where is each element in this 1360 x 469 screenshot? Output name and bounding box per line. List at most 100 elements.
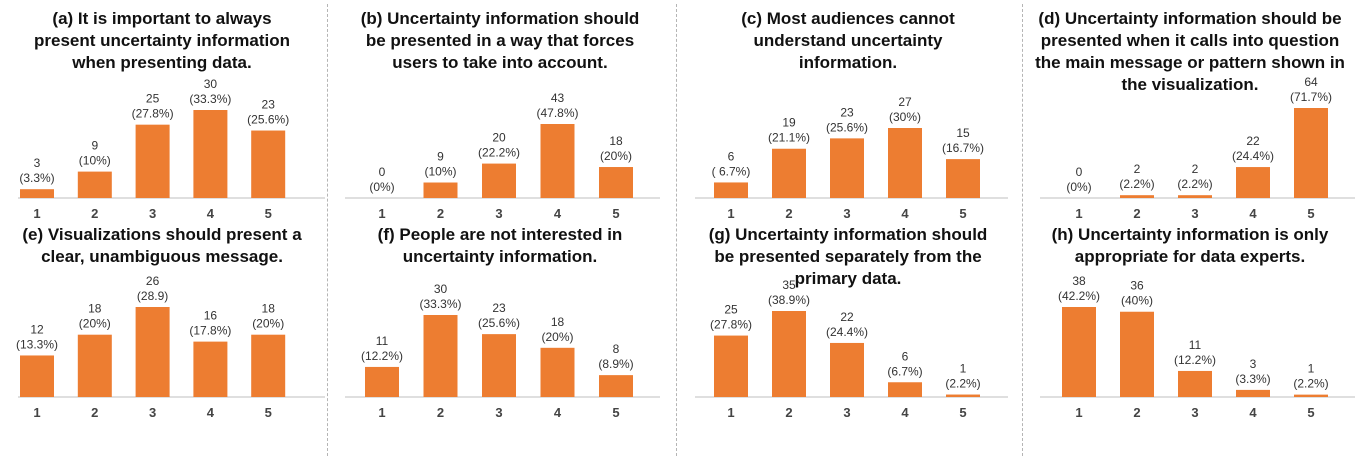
- bar-count-label: 12: [30, 322, 44, 336]
- bar-count-label: 3: [34, 156, 41, 170]
- x-tick-label: 4: [554, 405, 562, 420]
- bar-count-label: 11: [376, 334, 389, 348]
- bar-percent-label: (20%): [79, 317, 111, 331]
- bar: [1294, 108, 1328, 198]
- x-tick-label: 1: [378, 206, 385, 221]
- bar-count-label: 64: [1304, 75, 1318, 89]
- x-tick-label: 1: [727, 405, 734, 420]
- bar-percent-label: (25.6%): [247, 113, 289, 127]
- bar-percent-label: (28.9): [137, 289, 168, 303]
- bar-percent-label: (38.9%): [768, 293, 810, 307]
- bar-count-label: 3: [1250, 357, 1257, 371]
- bar: [193, 341, 228, 397]
- bar: [888, 128, 922, 198]
- bar-count-label: 23: [840, 105, 854, 119]
- chart-title-line: information.: [799, 53, 897, 72]
- chart-title-line: the main message or pattern shown in: [1035, 53, 1345, 72]
- bar-count-label: 23: [492, 301, 506, 315]
- bar-percent-label: (25.6%): [478, 316, 520, 330]
- bar-count-label: 22: [840, 310, 854, 324]
- bar: [772, 148, 806, 198]
- bar-count-label: 35: [782, 278, 796, 292]
- bar-percent-label: (3.3%): [1235, 372, 1270, 386]
- bar-percent-label: (17.8%): [189, 324, 231, 338]
- bar-percent-label: (2.2%): [1177, 177, 1212, 191]
- bar-percent-label: (47.8%): [536, 106, 578, 120]
- x-tick-label: 1: [33, 206, 40, 221]
- x-tick-label: 2: [437, 206, 444, 221]
- bar-percent-label: (2.2%): [1293, 377, 1328, 391]
- bar-count-label: 0: [379, 165, 386, 179]
- chart-title-line: (a) It is important to always: [52, 9, 271, 28]
- chart-title-line: (b) Uncertainty information should: [361, 9, 640, 28]
- bar: [599, 375, 633, 397]
- bar-count-label: 8: [613, 342, 620, 356]
- x-tick-label: 4: [901, 206, 909, 221]
- bar-count-label: 15: [956, 126, 970, 140]
- x-tick-label: 5: [959, 206, 966, 221]
- chart-title-line: (e) Visualizations should present a: [22, 225, 302, 244]
- bar-percent-label: (21.1%): [768, 131, 810, 145]
- bar: [1062, 307, 1096, 397]
- bar: [830, 342, 864, 397]
- bar: [251, 130, 286, 198]
- bar-count-label: 2: [1134, 162, 1141, 176]
- x-tick-label: 1: [1075, 206, 1082, 221]
- chart-title-line: be presented separately from the: [714, 247, 981, 266]
- chart-title-line: understand uncertainty: [754, 31, 943, 50]
- bar: [714, 335, 748, 397]
- x-tick-label: 2: [437, 405, 444, 420]
- x-tick-label: 2: [1133, 405, 1140, 420]
- bar-percent-label: (20%): [541, 330, 573, 344]
- bar: [888, 382, 922, 397]
- bar: [423, 315, 458, 397]
- bar-count-label: 11: [1189, 338, 1202, 352]
- x-tick-label: 1: [727, 206, 734, 221]
- bar-count-label: 6: [728, 149, 735, 163]
- x-tick-label: 3: [495, 206, 502, 221]
- bar-count-label: 9: [437, 150, 444, 164]
- x-tick-label: 2: [91, 405, 98, 420]
- bar-count-label: 23: [262, 98, 276, 112]
- chart-title-line: clear, unambiguous message.: [41, 247, 283, 266]
- bar-percent-label: (33.3%): [419, 297, 461, 311]
- bar: [135, 124, 170, 198]
- x-tick-label: 5: [612, 405, 619, 420]
- chart-title-line: users to take into account.: [392, 53, 607, 72]
- bar: [599, 167, 633, 198]
- bar-count-label: 18: [551, 315, 565, 329]
- x-tick-label: 1: [378, 405, 385, 420]
- chart-title-line: primary data.: [795, 269, 902, 288]
- bar-count-label: 18: [88, 302, 102, 316]
- column-divider: [1022, 4, 1023, 456]
- bar: [251, 334, 286, 397]
- bar: [77, 171, 112, 198]
- chart-title-line: (g) Uncertainty information should: [709, 225, 988, 244]
- bar-count-label: 1: [960, 362, 967, 376]
- chart-title-line: the visualization.: [1122, 75, 1259, 94]
- x-tick-label: 3: [843, 206, 850, 221]
- bar: [423, 182, 458, 198]
- bar-percent-label: (3.3%): [19, 171, 54, 185]
- chart-title-line: presented when it calls into question: [1041, 31, 1340, 50]
- x-tick-label: 3: [1191, 206, 1198, 221]
- bar: [1178, 195, 1212, 198]
- bar: [193, 110, 228, 198]
- bar-percent-label: (27.8%): [132, 107, 174, 121]
- x-tick-label: 3: [149, 405, 156, 420]
- bar: [20, 355, 54, 397]
- x-tick-label: 1: [33, 405, 40, 420]
- chart-title-line: (f) People are not interested in: [378, 225, 623, 244]
- x-tick-label: 5: [1307, 206, 1314, 221]
- bar-count-label: 43: [551, 91, 565, 105]
- bar-percent-label: (40%): [1121, 294, 1153, 308]
- x-tick-label: 5: [265, 206, 272, 221]
- x-tick-label: 2: [785, 405, 792, 420]
- bar-count-label: 20: [492, 131, 506, 145]
- bar-count-label: 2: [1192, 162, 1199, 176]
- bar-percent-label: (0%): [369, 180, 394, 194]
- bar-count-label: 9: [91, 139, 98, 153]
- bar-percent-label: (12.2%): [1174, 353, 1216, 367]
- x-tick-label: 3: [1191, 405, 1198, 420]
